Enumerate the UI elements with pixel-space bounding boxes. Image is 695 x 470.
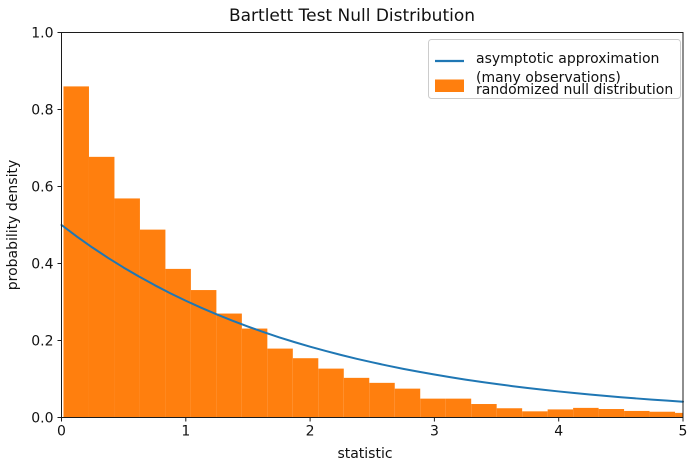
x-tick-label: 0 (57, 424, 66, 440)
histogram-bar (573, 407, 599, 418)
histogram-bar (598, 409, 625, 418)
histogram-bar (394, 388, 421, 418)
legend: asymptotic approximation (many observati… (428, 39, 681, 99)
histogram-bar (63, 86, 89, 418)
histogram-bar (420, 398, 446, 418)
histogram-bar (139, 229, 166, 418)
y-tick-label: 0.0 (31, 411, 53, 427)
histogram-bar (267, 348, 293, 418)
histogram-bar (445, 398, 472, 418)
legend-label-line2: (many observations) (476, 70, 621, 86)
histogram-bar (88, 156, 115, 418)
histogram-bar (343, 377, 370, 418)
histogram-series (63, 86, 683, 418)
y-tick-label: 0.6 (31, 180, 53, 196)
histogram-bar (522, 411, 548, 418)
histogram-bar (292, 358, 319, 418)
chart-title: Bartlett Test Null Distribution (229, 6, 475, 26)
legend-label-line1: asymptotic approximation (476, 51, 659, 67)
x-tick-label: 5 (679, 424, 688, 440)
axes: 0 1 2 3 4 5 0.0 0.2 0.4 0.6 0.8 1.0 (31, 26, 687, 440)
histogram-bar (318, 368, 344, 418)
histogram-bar (471, 404, 497, 418)
y-tick-label: 1.0 (31, 26, 53, 42)
x-axis-label: statistic (337, 446, 392, 462)
histogram-bar (114, 198, 140, 418)
histogram-bar (165, 268, 191, 418)
histogram-bar (369, 382, 395, 418)
histogram-bar (649, 411, 676, 418)
y-tick-label: 0.4 (31, 257, 53, 273)
plot-spines (61, 32, 684, 418)
histogram-bar (216, 313, 242, 418)
x-tick-label: 1 (181, 424, 190, 440)
legend-box (428, 39, 681, 99)
x-tick-label: 3 (430, 424, 439, 440)
histogram-bar (241, 328, 268, 418)
y-axis-label: probability density (5, 160, 21, 290)
x-tick-label: 2 (306, 424, 315, 440)
histogram-bar (624, 410, 650, 418)
x-tick-label: 4 (554, 424, 563, 440)
density-line (60, 224, 684, 403)
legend-patch-sample (435, 79, 464, 92)
histogram-bar (675, 412, 683, 418)
asymptotic-curve (60, 224, 684, 403)
histogram-bar (496, 408, 523, 418)
y-tick-label: 0.8 (31, 103, 53, 119)
y-tick-label: 0.2 (31, 334, 53, 350)
histogram-bar (190, 290, 217, 418)
histogram-bar (547, 409, 574, 418)
legend-label-line3: randomized null distribution (476, 82, 673, 98)
